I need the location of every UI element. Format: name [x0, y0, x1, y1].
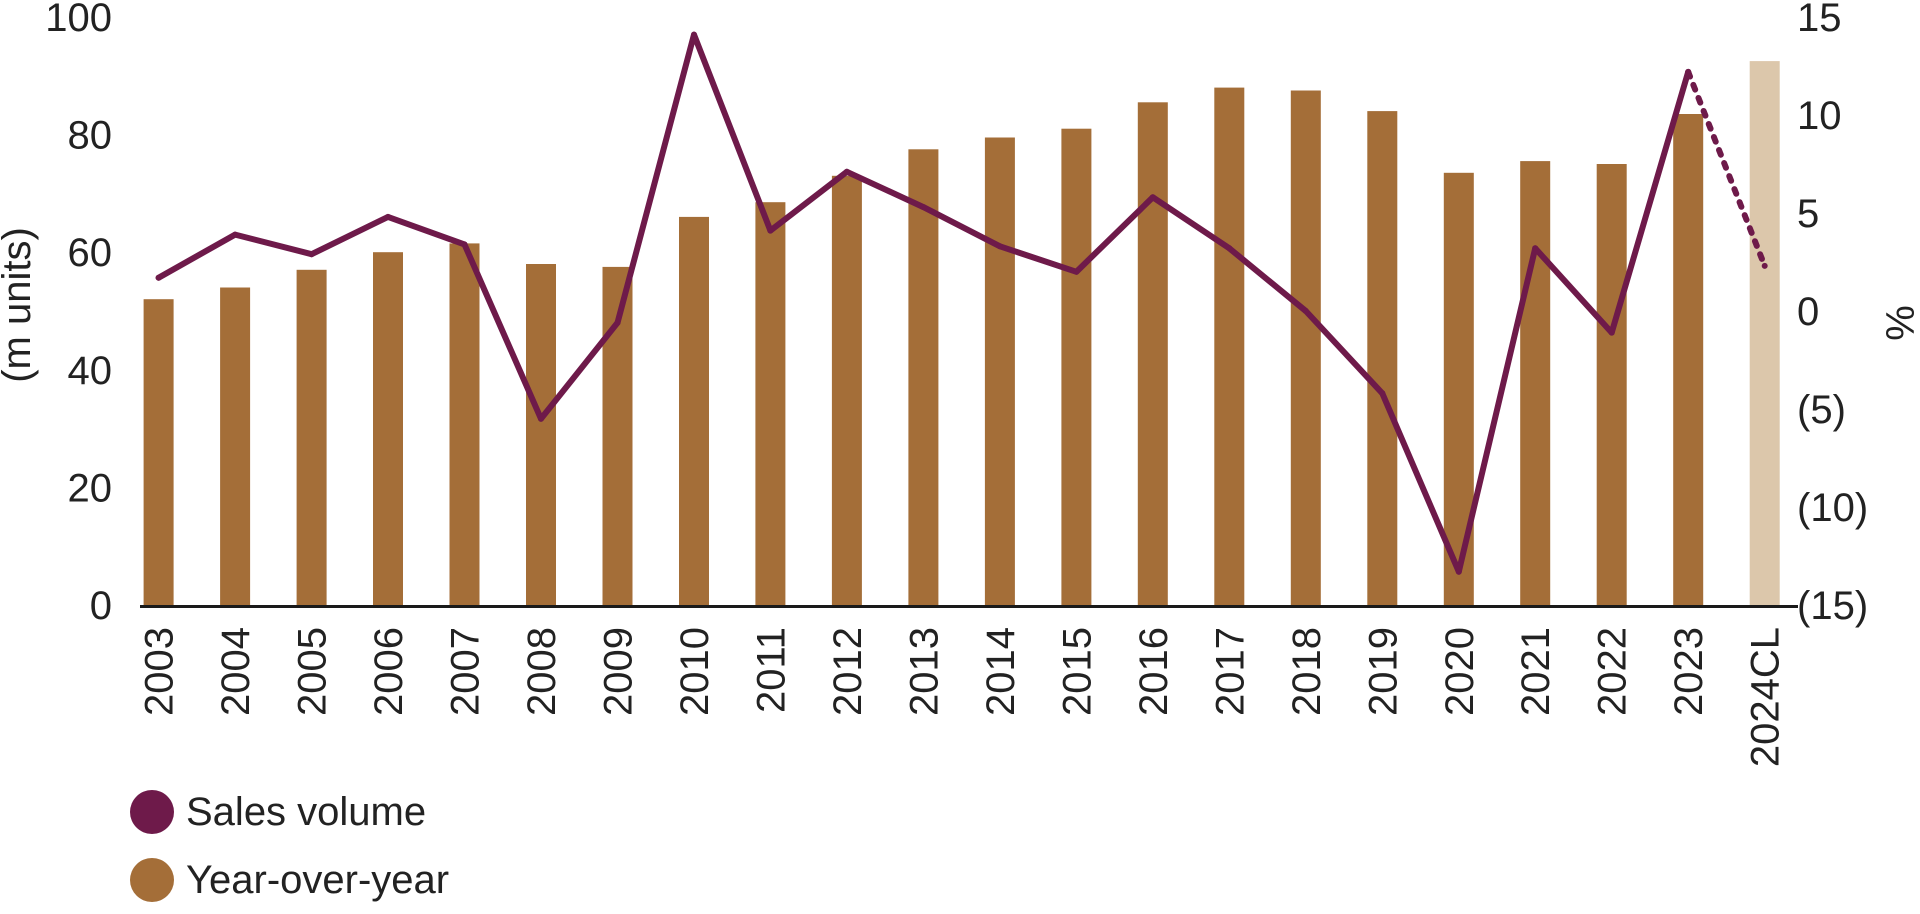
x-tick-label-2019: 2019 — [1361, 627, 1405, 716]
legend-item-year-over-year: Year-over-year — [130, 846, 449, 914]
x-tick-label-2009: 2009 — [597, 627, 641, 716]
bar-2011 — [755, 202, 786, 605]
bar-series-year-over-year — [143, 61, 1780, 606]
point-2003 — [155, 274, 162, 281]
legend-label-year-over-year: Year-over-year — [186, 857, 450, 902]
bar-2022 — [1596, 164, 1627, 605]
right-tick-label: 5 — [1797, 192, 1819, 236]
left-axis-ticks: 0 20 40 60 80 100 — [45, 0, 112, 628]
right-tick-label: (15) — [1797, 584, 1868, 628]
bar-2023 — [1673, 114, 1704, 605]
legend-swatch-sales-volume — [130, 790, 174, 834]
line-series-sales-volume — [155, 31, 1768, 575]
point-2021 — [1532, 245, 1539, 252]
right-axis-ticks: (15) (10) (5) 0 5 10 15 — [1797, 0, 1868, 628]
right-axis-title: % — [1877, 305, 1920, 341]
right-tick-label: 10 — [1797, 94, 1842, 138]
point-2016 — [1149, 194, 1156, 201]
x-tick-label-2008: 2008 — [520, 627, 564, 716]
bar-2014 — [984, 137, 1015, 605]
point-2014 — [996, 243, 1003, 250]
x-tick-label-2020: 2020 — [1438, 627, 1482, 716]
point-2004 — [232, 231, 239, 238]
x-tick-label-2018: 2018 — [1285, 627, 1329, 716]
point-2024CL — [1761, 262, 1768, 269]
point-2017 — [1226, 245, 1233, 252]
bar-2005 — [296, 269, 327, 605]
bar-2019 — [1367, 111, 1398, 605]
point-2006 — [385, 213, 391, 220]
right-tick-label: (5) — [1797, 388, 1846, 432]
bar-2003 — [143, 299, 174, 605]
left-tick-label: 40 — [68, 349, 113, 393]
left-axis-title: (m units) — [0, 227, 39, 383]
point-2019 — [1379, 390, 1386, 397]
bar-2007 — [449, 243, 480, 605]
point-2010 — [691, 31, 697, 38]
x-tick-label-2007: 2007 — [444, 627, 488, 716]
bar-2018 — [1290, 90, 1321, 605]
point-2012 — [843, 168, 850, 175]
point-2018 — [1302, 308, 1309, 314]
bar-2010 — [679, 216, 709, 605]
point-2005 — [308, 251, 315, 258]
left-tick-label: 100 — [45, 0, 112, 40]
point-2015 — [1073, 268, 1080, 275]
bar-2017 — [1214, 87, 1245, 606]
bar-2012 — [831, 175, 862, 606]
bar-2024CL — [1749, 61, 1780, 606]
legend: Sales volume Year-over-year — [130, 778, 449, 914]
point-2011 — [767, 227, 774, 234]
right-tick-label: 15 — [1797, 0, 1842, 40]
right-tick-label: 0 — [1797, 290, 1819, 334]
legend-label-sales-volume: Sales volume — [186, 789, 427, 834]
bar-2013 — [908, 149, 939, 606]
bar-2016 — [1137, 102, 1168, 606]
x-tick-label-2014: 2014 — [979, 627, 1023, 716]
x-tick-label-2015: 2015 — [1055, 627, 1099, 716]
bar-2006 — [373, 252, 403, 605]
x-tick-label-2012: 2012 — [826, 627, 870, 716]
x-tick-label-2023: 2023 — [1667, 627, 1711, 716]
x-tick-label-2024CL: 2024CL — [1744, 627, 1788, 767]
x-tick-label-2022: 2022 — [1591, 627, 1635, 716]
x-tick-label-2006: 2006 — [367, 627, 411, 716]
x-tick-label-2010: 2010 — [673, 627, 717, 716]
left-tick-label: 0 — [90, 584, 112, 628]
point-2008 — [538, 415, 544, 422]
x-tick-label-2005: 2005 — [291, 627, 335, 716]
right-tick-label: (10) — [1797, 486, 1868, 530]
legend-item-sales-volume: Sales volume — [130, 778, 449, 846]
bar-2004 — [220, 287, 251, 605]
x-tick-label-2017: 2017 — [1208, 627, 1252, 716]
x-tick-label-2004: 2004 — [214, 627, 258, 716]
x-tick-label-2021: 2021 — [1514, 627, 1558, 716]
x-tick-label-2016: 2016 — [1132, 627, 1176, 716]
bar-2021 — [1520, 161, 1551, 605]
x-tick-label-2013: 2013 — [902, 627, 946, 716]
x-axis-ticks: 2003 2004 2005 2006 2007 2008 2009 2010 2011 2012… — [138, 627, 1788, 767]
point-2022 — [1608, 329, 1615, 336]
point-2007 — [461, 241, 468, 248]
legend-swatch-year-over-year — [130, 858, 174, 902]
left-tick-label: 60 — [68, 231, 113, 275]
bar-2015 — [1061, 128, 1092, 605]
left-tick-label: 80 — [68, 114, 113, 158]
bar-2008 — [526, 264, 556, 605]
line-sales-volume-forecast — [1685, 68, 1768, 269]
point-2020 — [1455, 568, 1462, 575]
x-tick-label-2011: 2011 — [749, 627, 793, 713]
point-2013 — [920, 204, 927, 211]
x-tick-label-2003: 2003 — [138, 627, 182, 716]
point-2023 — [1685, 68, 1692, 75]
left-tick-label: 20 — [68, 466, 113, 510]
point-2009 — [614, 319, 621, 326]
